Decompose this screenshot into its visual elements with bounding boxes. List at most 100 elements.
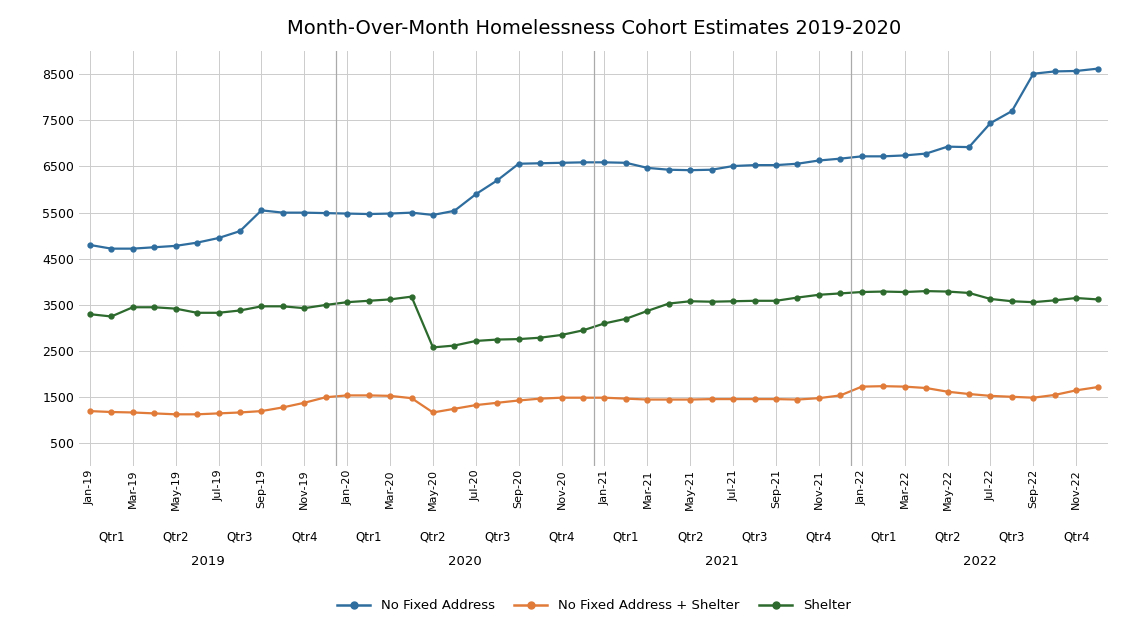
Shelter [340,298,354,306]
No Fixed Address + Shelter [297,399,311,406]
No Fixed Address [383,210,397,217]
No Fixed Address + Shelter [169,410,182,418]
No Fixed Address [898,151,912,159]
No Fixed Address [555,159,569,167]
Shelter [748,297,761,305]
Text: Qtr4: Qtr4 [805,530,832,543]
No Fixed Address [340,210,354,217]
Shelter [190,309,204,316]
No Fixed Address + Shelter [597,394,611,401]
No Fixed Address [297,209,311,217]
Shelter [276,302,290,310]
No Fixed Address [534,159,547,167]
Shelter [984,295,998,303]
Shelter [448,342,461,350]
Shelter [254,302,268,310]
Text: Qtr2: Qtr2 [677,530,703,543]
No Fixed Address [640,164,654,172]
Text: Qtr3: Qtr3 [742,530,768,543]
No Fixed Address [190,239,204,247]
No Fixed Address [683,166,697,174]
No Fixed Address + Shelter [640,396,654,403]
Text: 2020: 2020 [448,555,482,568]
Shelter [169,305,182,312]
Text: Qtr4: Qtr4 [1063,530,1089,543]
No Fixed Address [362,210,375,218]
Shelter [104,312,118,320]
No Fixed Address + Shelter [898,383,912,390]
No Fixed Address + Shelter [1005,393,1019,401]
No Fixed Address + Shelter [748,396,761,403]
No Fixed Address + Shelter [920,384,933,392]
No Fixed Address [512,160,526,167]
No Fixed Address [791,160,804,167]
No Fixed Address + Shelter [877,382,890,390]
Text: 2021: 2021 [706,555,740,568]
No Fixed Address + Shelter [791,396,804,403]
Shelter [941,288,955,295]
No Fixed Address [1005,107,1019,115]
No Fixed Address + Shelter [362,392,375,399]
No Fixed Address [233,227,247,235]
No Fixed Address + Shelter [1027,394,1041,401]
No Fixed Address + Shelter [319,394,333,401]
No Fixed Address + Shelter [83,407,96,415]
Shelter [619,315,632,323]
No Fixed Address + Shelter [855,383,869,390]
Shelter [426,344,440,351]
Legend: No Fixed Address, No Fixed Address + Shelter, Shelter: No Fixed Address, No Fixed Address + She… [331,594,856,618]
No Fixed Address + Shelter [512,397,526,404]
Shelter [898,288,912,296]
No Fixed Address [855,153,869,160]
No Fixed Address + Shelter [962,390,976,398]
Shelter [855,288,869,296]
No Fixed Address [984,119,998,127]
Text: Qtr1: Qtr1 [355,530,382,543]
No Fixed Address + Shelter [190,410,204,418]
No Fixed Address [104,245,118,252]
Shelter [920,288,933,295]
No Fixed Address + Shelter [211,410,225,417]
No Fixed Address + Shelter [276,404,290,412]
No Fixed Address + Shelter [726,396,740,403]
No Fixed Address + Shelter [619,395,632,403]
No Fixed Address + Shelter [834,392,847,399]
No Fixed Address [662,166,675,174]
Shelter [597,320,611,327]
No Fixed Address [126,245,139,252]
No Fixed Address [705,166,718,174]
Text: Qtr2: Qtr2 [420,530,447,543]
Text: Qtr1: Qtr1 [613,530,639,543]
No Fixed Address [169,242,182,250]
No Fixed Address [769,161,783,169]
No Fixed Address + Shelter [147,410,161,417]
No Fixed Address + Shelter [405,394,418,402]
Shelter [405,293,418,300]
No Fixed Address [597,158,611,166]
No Fixed Address [941,142,955,150]
Shelter [362,297,375,305]
Shelter [962,289,976,296]
No Fixed Address [426,211,440,219]
Text: Qtr3: Qtr3 [484,530,510,543]
Title: Month-Over-Month Homelessness Cohort Estimates 2019-2020: Month-Over-Month Homelessness Cohort Est… [286,19,901,38]
Shelter [491,335,504,343]
Shelter [1091,296,1105,304]
No Fixed Address + Shelter [941,388,955,396]
No Fixed Address [812,157,826,164]
No Fixed Address [491,176,504,184]
Shelter [1027,298,1041,306]
No Fixed Address [254,206,268,214]
Text: Qtr2: Qtr2 [934,530,961,543]
No Fixed Address + Shelter [577,394,590,401]
No Fixed Address [469,190,483,198]
No Fixed Address + Shelter [1048,391,1062,399]
Shelter [126,304,139,311]
Shelter [233,307,247,314]
No Fixed Address [726,162,740,170]
No Fixed Address [405,209,418,217]
Text: 2019: 2019 [191,555,225,568]
No Fixed Address [748,161,761,169]
No Fixed Address [962,143,976,151]
Shelter [297,304,311,312]
